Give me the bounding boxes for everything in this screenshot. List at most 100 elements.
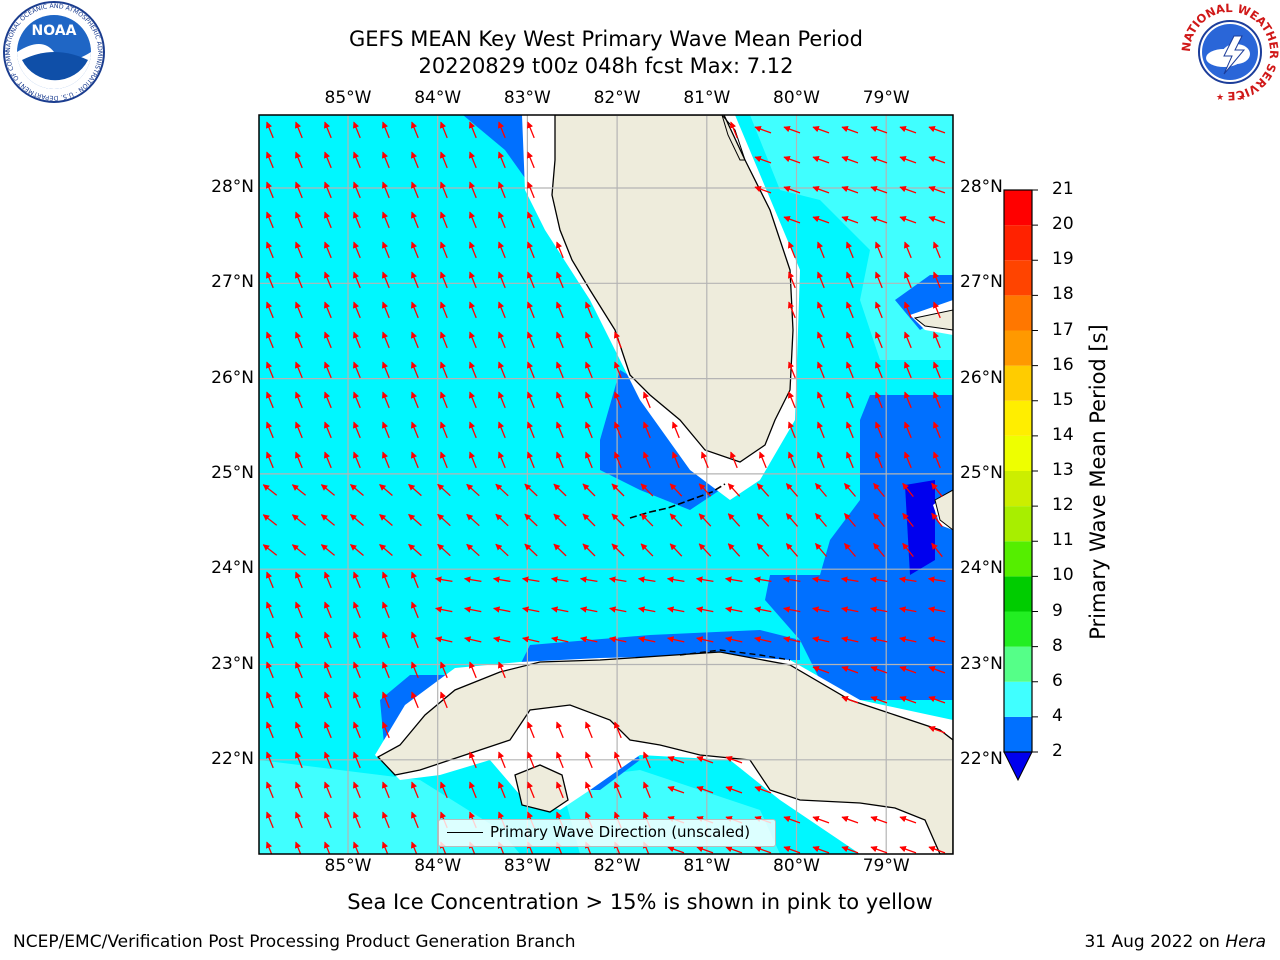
wave-direction-arrow (410, 601, 419, 619)
wave-direction-arrow (816, 391, 825, 409)
wave-direction-arrow (437, 483, 451, 497)
wave-direction-arrow (584, 391, 593, 409)
wave-direction-arrow (642, 391, 651, 409)
colorbar-segment (1004, 611, 1032, 647)
wave-direction-arrow (787, 451, 796, 469)
colorbar-segment (1004, 435, 1032, 471)
wave-direction-arrow (816, 331, 825, 349)
wave-direction-arrow (294, 721, 303, 739)
wave-direction-arrow (352, 751, 361, 769)
wave-direction-arrow (381, 361, 390, 379)
latitude-label: 25°N (960, 462, 1003, 483)
wave-direction-arrow (812, 156, 830, 164)
wave-direction-arrow (381, 781, 390, 799)
wave-direction-arrow (468, 181, 477, 199)
wave-direction-arrow (265, 241, 274, 259)
wave-direction-arrow (497, 121, 506, 139)
wave-direction-arrow (903, 331, 912, 349)
footer-credit: NCEP/EMC/Verification Post Processing Pr… (13, 932, 576, 952)
colorbar-segment (1004, 681, 1032, 717)
wave-direction-arrow (874, 391, 883, 409)
wave-direction-arrow (551, 606, 569, 613)
wave-direction-arrow (870, 126, 888, 134)
wave-direction-arrow (756, 543, 770, 557)
wave-direction-arrow (899, 696, 917, 704)
wave-direction-arrow (756, 513, 770, 527)
colorbar-tick-label: 13 (1052, 460, 1074, 480)
longitude-label: 82°W (593, 856, 641, 876)
wave-direction-arrow (323, 841, 331, 854)
latitude-label: 22°N (211, 748, 254, 769)
wave-direction-arrow (582, 513, 596, 527)
wave-direction-arrow (410, 301, 419, 319)
svg-text:★: ★ (1216, 93, 1224, 103)
wave-direction-arrow (640, 483, 654, 497)
colorbar-segment (1004, 190, 1032, 226)
wave-direction-arrow (439, 421, 448, 439)
wave-direction-arrow (524, 513, 538, 527)
wave-direction-arrow (931, 482, 943, 498)
latitude-label: 26°N (211, 367, 254, 388)
wave-direction-arrow (464, 636, 482, 643)
wave-direction-arrow (870, 846, 888, 854)
wave-direction-arrow (381, 271, 390, 289)
wave-direction-arrow (381, 151, 390, 169)
wave-direction-arrow (785, 483, 799, 497)
wave-direction-arrow (410, 391, 419, 409)
wave-direction-arrow (352, 721, 361, 739)
wave-direction-arrow (902, 512, 914, 528)
colorbar-tick-label: 9 (1052, 600, 1063, 621)
wave-direction-arrow (931, 512, 943, 528)
colorbar-segment (1004, 400, 1032, 436)
wave-direction-arrow (468, 361, 477, 379)
wave-direction-arrow (262, 514, 278, 526)
wave-direction-arrow (928, 216, 946, 224)
colorbar-segment (1004, 330, 1032, 366)
wave-direction-arrow (727, 483, 741, 497)
wave-direction-arrow (410, 331, 419, 349)
wave-direction-arrow (294, 451, 303, 469)
wave-direction-arrow (785, 543, 799, 557)
wave-direction-arrow (932, 451, 941, 469)
wave-direction-arrow (265, 661, 274, 679)
wave-direction-arrow (874, 301, 883, 319)
colorbar-segment (1004, 365, 1032, 401)
wave-direction-arrow (584, 751, 593, 769)
wave-direction-arrow (845, 451, 854, 469)
wave-direction-arrow (497, 451, 506, 469)
wave-direction-arrow (265, 781, 274, 799)
wave-direction-arrow (439, 211, 448, 229)
wave-direction-arrow (526, 211, 535, 229)
wave-direction-arrow (323, 361, 332, 379)
wave-direction-arrow (294, 421, 303, 439)
wave-direction-arrow (845, 361, 854, 379)
wave-direction-arrow (352, 241, 361, 259)
wave-direction-arrow (874, 361, 883, 379)
wave-direction-arrow (410, 181, 419, 199)
wave-direction-arrow (584, 301, 593, 319)
colorbar-segment (1004, 716, 1032, 752)
wave-direction-arrow (787, 271, 796, 289)
wave-direction-arrow (522, 606, 540, 613)
wave-direction-arrow (667, 756, 685, 764)
wave-direction-arrow (381, 601, 390, 619)
wave-direction-arrow (899, 156, 917, 164)
wave-direction-arrow (323, 241, 332, 259)
wave-direction-arrow (323, 601, 332, 619)
colorbar-under-extension (1003, 751, 1033, 782)
wave-direction-arrow (869, 576, 888, 583)
wave-direction-arrow (526, 181, 535, 199)
wave-direction-arrow (323, 391, 332, 409)
wave-direction-arrow (754, 846, 772, 854)
wave-direction-arrow (526, 151, 535, 169)
wave-direction-arrow (468, 391, 477, 409)
wave-direction-arrow (492, 576, 511, 583)
wave-direction-arrow (265, 301, 274, 319)
wave-direction-arrow (902, 542, 914, 558)
wave-direction-arrow (291, 484, 307, 496)
wave-direction-arrow (844, 483, 856, 497)
wave-direction-arrow (439, 781, 448, 799)
wave-direction-arrow (812, 126, 830, 134)
wave-direction-arrow (381, 301, 390, 319)
wave-direction-arrow (903, 241, 912, 259)
